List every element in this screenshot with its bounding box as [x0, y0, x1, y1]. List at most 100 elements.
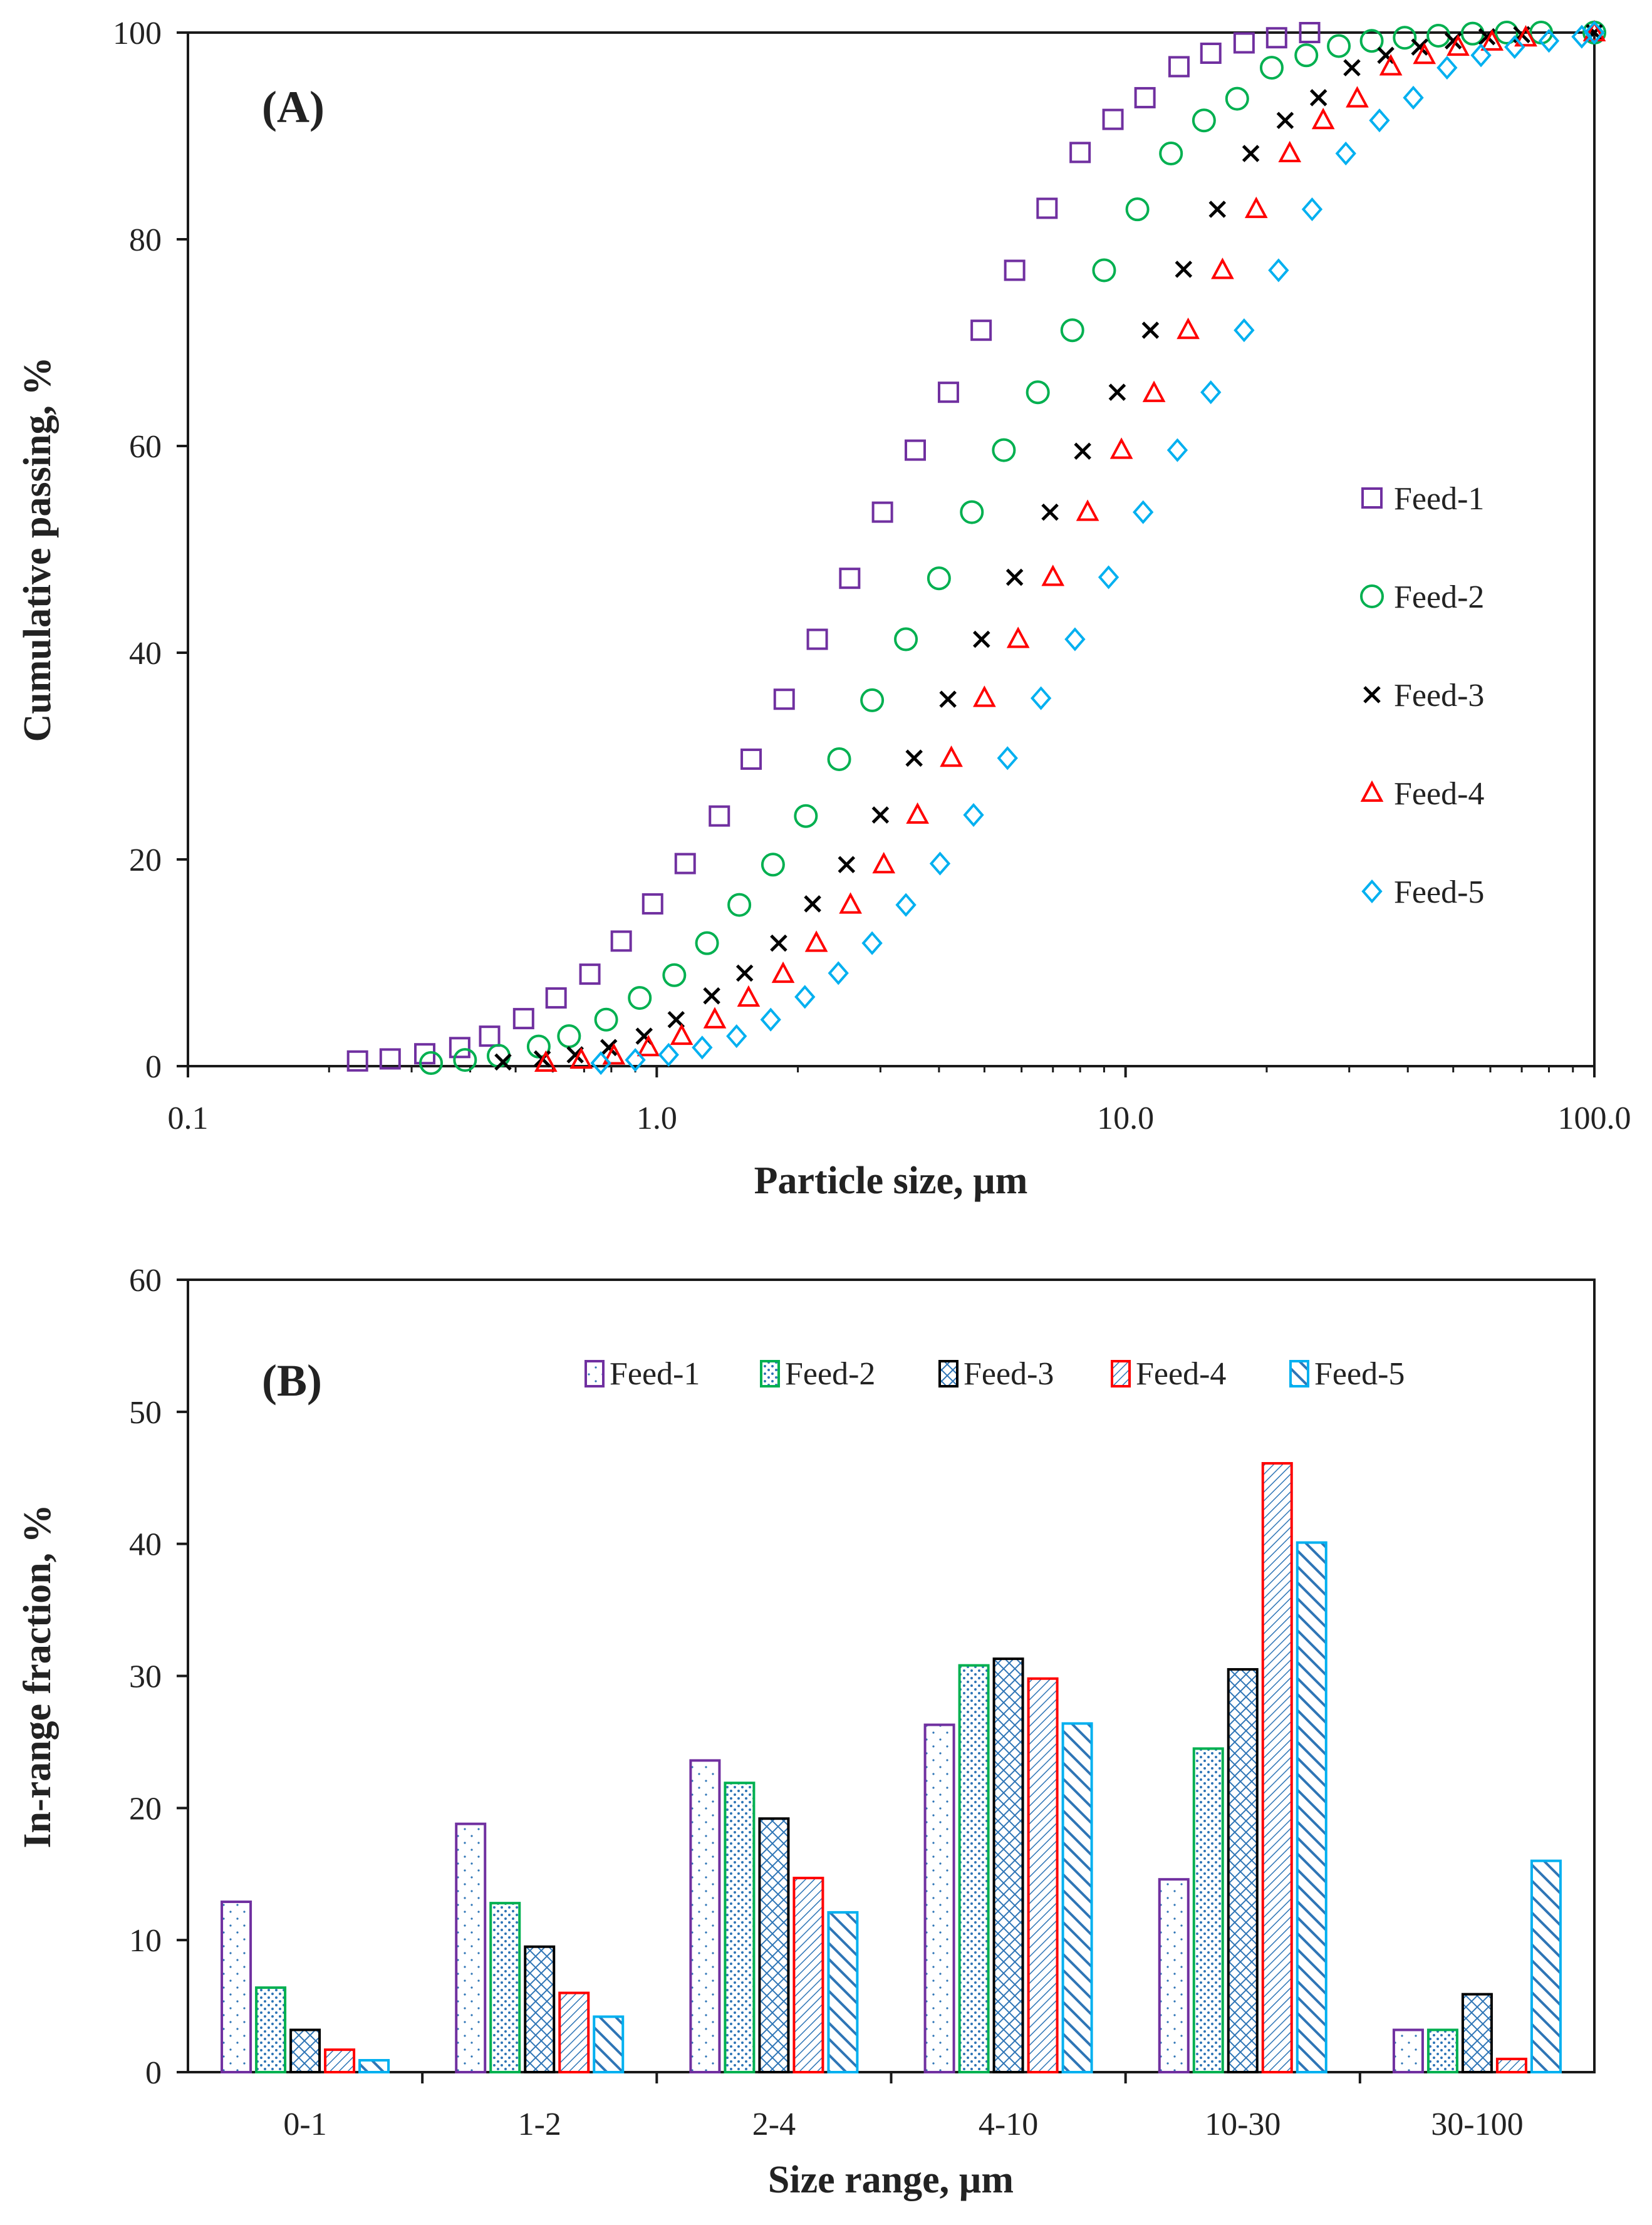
- data-point-feed-3: [494, 1053, 512, 1071]
- data-point-feed-5: [1436, 56, 1458, 80]
- data-point-feed-1: [871, 501, 893, 523]
- legend-entry-feed-3: Feed-3: [938, 1356, 1054, 1392]
- data-point-feed-2: [1125, 197, 1150, 222]
- data-point-feed-4: [973, 685, 996, 707]
- panel-b-y-tick-label: 30: [129, 1659, 162, 1695]
- bar-feed-3-1-2: [524, 1945, 556, 2073]
- data-point-feed-2: [1393, 26, 1417, 50]
- data-point-feed-4: [703, 1007, 727, 1029]
- data-point-feed-4: [1447, 34, 1470, 56]
- panel-a-x-axis-title: Particle size, µm: [754, 1159, 1028, 1202]
- data-point-feed-3: [770, 934, 787, 952]
- data-point-feed-2: [1494, 21, 1519, 44]
- data-point-feed-3: [1141, 321, 1160, 339]
- data-point-feed-3: [703, 987, 720, 1005]
- data-point-feed-2: [1092, 258, 1116, 283]
- legend-entry-feed-5: Feed-5: [1361, 874, 1484, 910]
- data-point-feed-3: [871, 806, 890, 824]
- data-point-feed-4: [1379, 54, 1403, 76]
- data-point-feed-4: [906, 802, 929, 824]
- data-point-feed-2: [594, 1007, 618, 1032]
- data-point-feed-4: [1076, 499, 1099, 521]
- data-point-feed-3: [1108, 383, 1126, 401]
- bar-feed-1-2-4: [689, 1759, 721, 2074]
- bar-feed-1-30-100: [1392, 2028, 1424, 2074]
- panel-b-x-tick-label: 1-2: [518, 2107, 561, 2142]
- panel-a-x-tick-label: 0.1: [168, 1101, 209, 1136]
- panel-b-x-tick-label: 10-30: [1205, 2107, 1281, 2142]
- data-point-feed-5: [861, 931, 883, 955]
- data-point-feed-4: [1109, 437, 1133, 459]
- panel-b-x-tick-label: 2-4: [752, 2107, 796, 2142]
- panel-a-x-tick-label: 10.0: [1097, 1101, 1154, 1136]
- data-point-feed-2: [1294, 43, 1319, 68]
- legend-label-feed-5: Feed-5: [1314, 1356, 1405, 1392]
- data-point-feed-5: [895, 893, 917, 917]
- data-point-feed-2: [894, 627, 918, 651]
- data-point-feed-3: [600, 1039, 618, 1057]
- data-point-feed-5: [929, 851, 951, 876]
- data-point-feed-2: [992, 438, 1016, 462]
- data-point-feed-1: [839, 568, 861, 589]
- panel-b-x-tick-label: 4-10: [979, 2107, 1038, 2142]
- data-point-feed-3: [804, 895, 821, 913]
- data-point-feed-4: [1244, 196, 1268, 219]
- legend-label-feed-5: Feed-5: [1394, 874, 1484, 910]
- data-point-feed-5: [1335, 142, 1356, 166]
- data-point-feed-5: [1166, 438, 1188, 462]
- legend-swatch-feed-1: [584, 1360, 605, 1387]
- legend-swatch-feed-2: [760, 1360, 780, 1387]
- panel-a-y-tick-label: 60: [129, 429, 162, 465]
- bar-feed-2-4-10: [958, 1664, 990, 2073]
- data-point-feed-1: [773, 688, 795, 710]
- data-point-feed-1: [806, 628, 828, 650]
- data-point-feed-3: [1074, 442, 1091, 460]
- data-point-feed-3: [1242, 145, 1260, 162]
- data-point-feed-3: [1309, 89, 1327, 106]
- data-point-feed-3: [1377, 46, 1395, 65]
- data-point-feed-5: [1369, 108, 1390, 133]
- bar-feed-3-30-100: [1461, 1993, 1493, 2074]
- series-feed-5: [590, 20, 1605, 1076]
- data-point-feed-1: [379, 1048, 401, 1070]
- bar-feed-4-4-10: [1027, 1677, 1059, 2073]
- legend-entry-feed-5: Feed-5: [1289, 1356, 1405, 1392]
- panel-b-y-ticks: 0 10 20 30 40 50 60: [129, 1263, 188, 2091]
- panel-b-x-axis-title: Size range, µm: [768, 2159, 1014, 2201]
- legend-label-feed-4: Feed-4: [1136, 1356, 1226, 1392]
- data-point-feed-1: [610, 930, 632, 952]
- data-point-feed-3: [905, 749, 923, 767]
- data-point-feed-2: [794, 804, 818, 828]
- data-point-feed-1: [545, 987, 567, 1009]
- data-point-feed-2: [1060, 318, 1084, 343]
- panel-b-y-axis-title: In-range fraction, %: [16, 1504, 59, 1848]
- data-point-feed-4: [1041, 564, 1065, 586]
- data-point-feed-5: [1584, 20, 1605, 45]
- bar-feed-4-10-30: [1261, 1462, 1293, 2073]
- bar-feed-5-1-2: [593, 2015, 625, 2073]
- legend-label-feed-1: Feed-1: [1394, 481, 1484, 517]
- data-point-feed-4: [1278, 140, 1302, 163]
- panel-b-x-ticks: 0-1 1-2 2-4 4-10 10-30 30-100: [283, 2072, 1524, 2142]
- data-point-feed-1: [970, 319, 992, 341]
- data-point-feed-3: [1208, 200, 1227, 218]
- data-point-feed-3: [735, 964, 754, 982]
- data-point-feed-2: [1259, 56, 1284, 80]
- legend-entry-feed-1: Feed-1: [584, 1356, 700, 1392]
- data-point-feed-5: [590, 1051, 611, 1076]
- bar-feed-2-30-100: [1426, 2028, 1458, 2074]
- data-point-feed-1: [1200, 43, 1222, 64]
- data-point-feed-3: [838, 856, 856, 874]
- data-point-feed-5: [625, 1048, 646, 1072]
- panel-a-y-tick-label: 40: [129, 636, 162, 672]
- bar-feed-1-1-2: [455, 1822, 487, 2073]
- data-point-feed-1: [642, 893, 663, 915]
- bar-feed-5-4-10: [1061, 1722, 1093, 2073]
- data-point-feed-1: [1233, 32, 1255, 54]
- data-point-feed-1: [579, 963, 601, 985]
- bar-feed-4-0-1: [324, 2048, 356, 2074]
- panel-a-y-tick-label: 20: [129, 843, 162, 878]
- data-point-feed-5: [726, 1024, 747, 1049]
- legend-label-feed-2: Feed-2: [1394, 579, 1484, 615]
